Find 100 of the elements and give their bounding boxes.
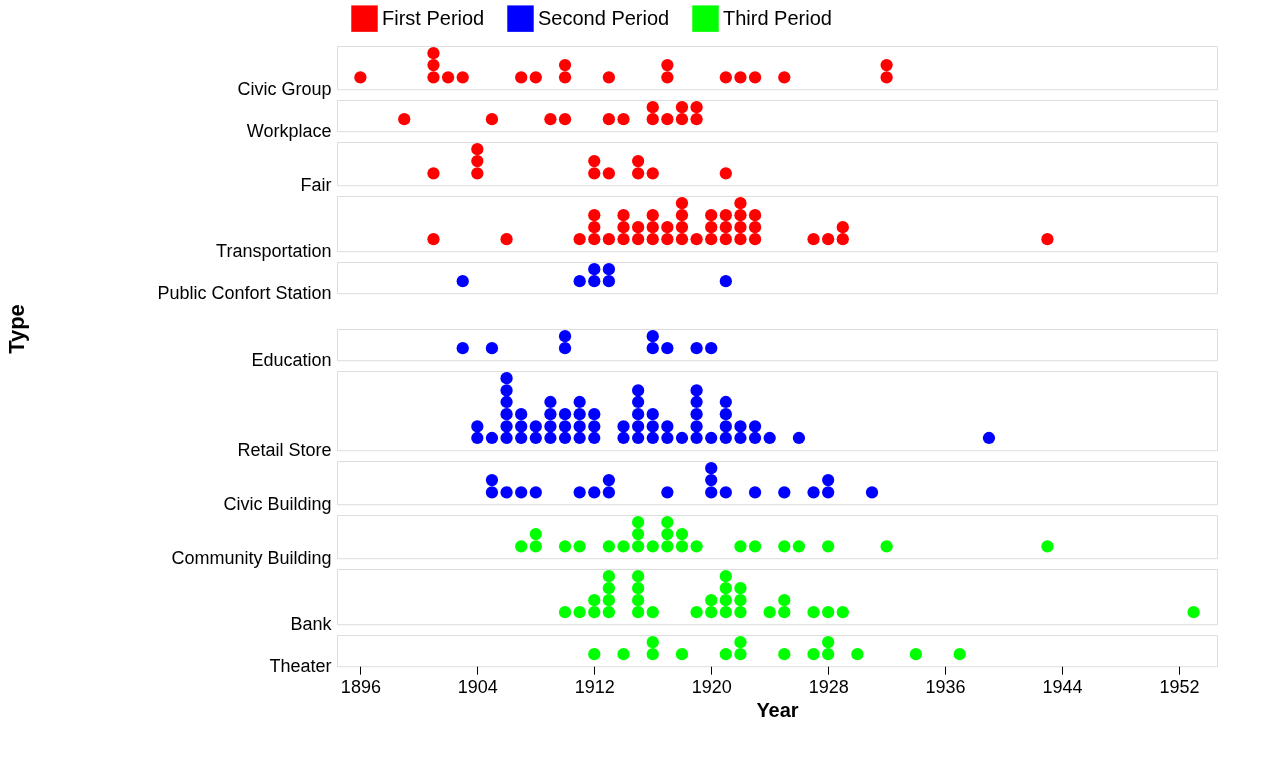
point (690, 384, 703, 397)
point (632, 594, 645, 607)
legend-label: Second Period (538, 6, 670, 29)
point (822, 606, 835, 619)
point (982, 431, 996, 445)
point (675, 209, 689, 222)
point (748, 233, 762, 246)
point (558, 606, 572, 619)
point (675, 233, 689, 246)
point (734, 431, 747, 445)
y-axis-title: Retail Store (237, 439, 332, 460)
point (632, 570, 645, 583)
point (734, 582, 747, 595)
point (632, 420, 645, 433)
point (617, 233, 630, 246)
point (705, 606, 718, 619)
point (632, 233, 645, 246)
point (602, 582, 616, 595)
point (544, 395, 557, 409)
point (690, 233, 703, 246)
point (617, 420, 630, 433)
point (500, 384, 513, 397)
point (632, 606, 645, 619)
point (705, 431, 718, 445)
x-tick-label: 1944 (1042, 676, 1083, 697)
point (588, 420, 601, 433)
point (690, 420, 703, 433)
point (734, 197, 747, 210)
y-axis-title: Civic Group (237, 78, 332, 99)
point (500, 372, 513, 385)
point (748, 431, 762, 445)
point (588, 606, 601, 619)
point (763, 431, 776, 445)
x-tick-label: 1896 (340, 676, 381, 697)
point (529, 420, 542, 433)
point (588, 431, 601, 445)
point (675, 431, 689, 445)
point (748, 420, 762, 433)
point (558, 408, 572, 421)
point (719, 570, 732, 583)
point (646, 408, 659, 421)
point (558, 431, 572, 445)
point (529, 431, 542, 445)
point (719, 221, 732, 234)
point (632, 221, 645, 234)
point (807, 233, 820, 246)
point (807, 606, 820, 619)
x-tick-label: 1904 (457, 676, 498, 697)
point (734, 594, 747, 607)
point (544, 431, 557, 445)
point (719, 420, 732, 433)
y-axis-title: Transportation (216, 240, 332, 261)
point (544, 408, 557, 421)
point (734, 420, 747, 433)
point (471, 431, 484, 445)
point (690, 431, 703, 445)
point (734, 606, 747, 619)
point (632, 431, 645, 445)
x-tick-label: 1952 (1159, 676, 1200, 697)
point (500, 408, 513, 421)
point (602, 594, 616, 607)
point (646, 606, 659, 619)
point (675, 221, 689, 234)
point (690, 395, 703, 409)
point (544, 420, 557, 433)
point (646, 420, 659, 433)
point (690, 408, 703, 421)
point (705, 221, 718, 234)
point (617, 221, 630, 234)
point (792, 431, 806, 445)
point (573, 233, 586, 246)
x-tick-label: 1912 (574, 676, 615, 697)
point (719, 431, 732, 445)
y-axis-title: Civic Building (223, 493, 332, 514)
point (778, 606, 791, 619)
point (705, 594, 718, 607)
point (661, 431, 674, 445)
point (500, 431, 513, 445)
point (632, 408, 645, 421)
point (705, 233, 718, 246)
point (515, 408, 528, 421)
point (763, 606, 776, 619)
point (632, 395, 645, 409)
point (515, 431, 528, 445)
text: Type (4, 304, 29, 354)
y-axis-title: Public Confort Station (157, 282, 332, 303)
point (1187, 606, 1200, 619)
point (573, 606, 586, 619)
point (573, 408, 586, 421)
point (748, 221, 762, 234)
point (500, 420, 513, 433)
point (719, 233, 732, 246)
point (588, 221, 601, 234)
point (719, 395, 732, 409)
point (836, 221, 849, 234)
y-axis-title: Theater (269, 655, 332, 676)
point (719, 606, 732, 619)
y-axis-title: Education (251, 349, 332, 370)
point (748, 209, 762, 222)
point (588, 408, 601, 421)
